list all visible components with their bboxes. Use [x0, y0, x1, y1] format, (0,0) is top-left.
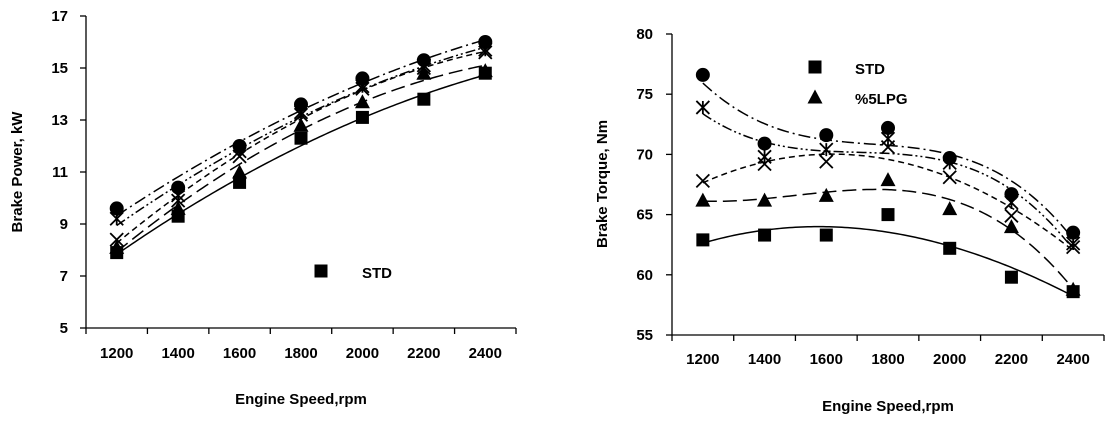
- data-point: [942, 201, 958, 216]
- series-1: [109, 63, 493, 254]
- data-point: [819, 228, 833, 242]
- legend: STD %5LPG: [807, 60, 908, 108]
- data-point: [881, 208, 895, 222]
- data-point: [232, 139, 247, 153]
- x-tick-label: 1800: [871, 351, 904, 368]
- data-point: [232, 164, 248, 179]
- data-point: [355, 110, 369, 124]
- x-tick-label: 1200: [100, 345, 133, 362]
- data-point: [757, 192, 773, 207]
- y-tick-label: 9: [60, 216, 68, 233]
- data-point: [818, 187, 834, 202]
- data-point: [1065, 281, 1081, 296]
- y-tick-label: 7: [60, 268, 68, 285]
- y-tick-label: 11: [52, 164, 68, 181]
- x-tick-label: 2200: [407, 345, 440, 362]
- data-point: [695, 173, 710, 189]
- data-point: [757, 136, 772, 151]
- x-tick-label: 2000: [346, 345, 379, 362]
- series-1: [695, 172, 1081, 296]
- data-point: [819, 154, 834, 169]
- legend-label: %5LPG: [855, 91, 908, 108]
- data-point: [942, 170, 957, 185]
- y-tick-label: 55: [636, 327, 653, 344]
- data-point: [1004, 208, 1019, 223]
- legend-marker: [314, 264, 328, 278]
- data-point: [1004, 187, 1019, 202]
- data-point: [355, 71, 370, 86]
- series-0: [110, 66, 492, 260]
- data-point: [293, 117, 309, 132]
- y-tick-label: 70: [636, 146, 653, 163]
- data-point: [695, 100, 710, 115]
- y-tick-label: 17: [51, 8, 68, 25]
- y-tick-label: 15: [51, 60, 68, 77]
- data-point: [757, 156, 772, 172]
- y-tick-label: 80: [636, 26, 653, 43]
- x-tick-label: 2200: [995, 351, 1028, 368]
- data-point: [880, 172, 896, 187]
- series-4: [695, 67, 1081, 240]
- data-point: [109, 239, 125, 254]
- data-point: [416, 53, 431, 68]
- data-point: [1004, 270, 1018, 284]
- trend-line: [116, 38, 486, 217]
- data-point: [477, 63, 493, 78]
- data-point: [354, 94, 370, 109]
- data-point: [416, 65, 432, 80]
- y-axis-title: Brake Power, kW: [9, 111, 26, 233]
- x-tick-label: 1400: [161, 345, 194, 362]
- legend: STD: [314, 264, 392, 282]
- data-point: [171, 180, 186, 195]
- x-tick-label: 1600: [810, 351, 843, 368]
- x-tick-label: 1400: [748, 351, 781, 368]
- x-tick-label: 2400: [1056, 351, 1089, 368]
- brake-power-chart: 5 7 9 11 13 15 17 1200 1400 1600 1800 2000 2200 2400 E…: [9, 8, 517, 408]
- y-tick-label: 75: [636, 86, 653, 103]
- x-tick-label: 2000: [933, 351, 966, 368]
- y-tick-label: 65: [636, 207, 653, 224]
- series-4: [109, 35, 493, 217]
- legend-marker: [808, 60, 822, 74]
- brake-torque-chart: 55 60 65 70 75 80 1200 1400 1600 1800 2000 2200 2400…: [594, 26, 1105, 415]
- data-point: [233, 175, 247, 189]
- data-point: [757, 149, 772, 164]
- data-point: [170, 200, 186, 215]
- data-point: [109, 201, 124, 216]
- x-tick-label: 1600: [223, 345, 256, 362]
- data-point: [417, 92, 431, 106]
- data-point: [1066, 225, 1081, 240]
- y-axis-title: Brake Torque, Nm: [594, 120, 611, 248]
- data-point: [942, 151, 957, 166]
- data-point: [758, 228, 772, 242]
- x-tick-label: 1800: [284, 345, 317, 362]
- x-tick-label: 2400: [469, 345, 502, 362]
- y-tick-label: 60: [636, 267, 653, 284]
- y-tick-label: 5: [60, 320, 68, 337]
- data-point: [109, 232, 124, 247]
- legend-marker: [807, 89, 823, 104]
- data-point: [819, 128, 834, 143]
- x-tick-label: 1200: [686, 351, 719, 368]
- data-point: [695, 192, 711, 207]
- data-point: [1003, 219, 1019, 234]
- data-point: [695, 67, 710, 82]
- x-axis-title: Engine Speed,rpm: [235, 391, 367, 408]
- x-axis-title: Engine Speed,rpm: [822, 398, 954, 415]
- legend-label: STD: [855, 61, 885, 78]
- legend-label: STD: [362, 265, 392, 282]
- data-point: [294, 131, 308, 145]
- data-point: [881, 120, 895, 135]
- trend-line: [702, 82, 1074, 240]
- data-point: [294, 97, 308, 112]
- data-point: [696, 233, 710, 247]
- series-0: [696, 208, 1080, 299]
- data-point: [819, 142, 834, 157]
- data-point: [478, 35, 493, 49]
- data-point: [943, 241, 957, 255]
- y-tick-label: 13: [51, 112, 68, 129]
